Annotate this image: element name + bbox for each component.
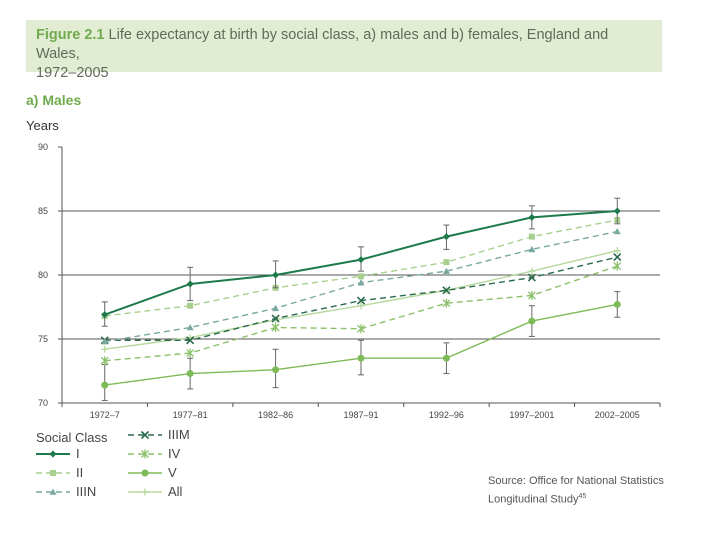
figure-title-line2: 1972–2005	[36, 65, 109, 81]
data-point-v	[442, 354, 450, 362]
legend-label-all: All	[168, 484, 183, 499]
data-point-iv	[527, 290, 536, 300]
data-point-iiim	[356, 296, 366, 305]
data-point-ii	[187, 302, 194, 309]
legend-title: Social Class	[36, 430, 108, 445]
data-point-v	[272, 366, 280, 374]
y-tick-label: 70	[38, 398, 48, 408]
data-point-i	[357, 256, 365, 264]
source-line1: Source: Office for National Statistics	[488, 475, 664, 487]
y-tick-label: 90	[38, 142, 48, 152]
legend-label-i: I	[76, 446, 80, 461]
x-tick-label: 1982–86	[258, 410, 293, 420]
legend-swatch-iiim	[128, 430, 162, 440]
data-point-iiin	[613, 227, 621, 235]
legend-label-iv: IV	[168, 446, 181, 461]
data-point-i	[528, 213, 536, 221]
data-point-ii	[528, 233, 535, 240]
data-point-all	[101, 345, 109, 353]
data-point-i	[186, 280, 194, 288]
data-point-iiim	[271, 314, 280, 323]
data-point-iiin	[272, 304, 280, 312]
series-v	[101, 291, 621, 401]
data-point-all	[528, 267, 536, 275]
legend-swatch-iiin	[36, 488, 70, 495]
series-iv	[100, 261, 622, 366]
data-point-iv	[613, 261, 622, 271]
legend-swatch-all	[128, 488, 162, 496]
data-point-iiin	[186, 323, 194, 331]
source-reference: 45	[578, 493, 587, 500]
y-tick-label: 75	[38, 334, 48, 344]
data-point-iiin	[357, 279, 365, 286]
legend-label-iiin: IIIN	[76, 484, 97, 499]
source-line2: Longitudinal Study	[488, 493, 579, 506]
panel-label: a) Males	[26, 92, 82, 108]
x-tick-label: 1987–91	[343, 410, 378, 420]
legend-swatch-iv	[128, 449, 162, 459]
data-point-iv	[357, 324, 365, 334]
data-point-v	[186, 370, 194, 378]
figure-title: Figure 2.1 Life expectancy at birth by s…	[36, 26, 636, 83]
x-tick-label: 1997–2001	[509, 410, 554, 420]
data-point-i	[442, 233, 450, 241]
data-point-iv	[186, 348, 195, 358]
y-axis-label: Years	[26, 118, 59, 133]
legend-swatch-ii	[36, 470, 70, 476]
x-tick-label: 1977–81	[173, 410, 208, 420]
data-point-iiim	[527, 273, 536, 282]
figure-number: Figure 2.1	[36, 27, 105, 43]
data-point-i	[613, 207, 621, 215]
legend-label-ii: II	[76, 465, 84, 480]
data-point-v	[357, 354, 365, 362]
figure-title-line1: Life expectancy at birth by social class…	[36, 27, 609, 62]
data-point-iiin	[101, 338, 109, 345]
data-point-iiim	[186, 336, 195, 345]
y-tick-label: 85	[38, 206, 48, 216]
x-tick-label: 1972–7	[90, 410, 120, 420]
data-point-ii	[443, 259, 450, 266]
source-note: Source: Office for National Statistics L…	[488, 474, 718, 508]
data-point-all	[613, 247, 621, 255]
data-point-iiim	[613, 253, 622, 262]
data-point-iiim	[442, 286, 451, 295]
data-point-v	[101, 381, 109, 389]
data-point-iv	[271, 322, 280, 332]
y-tick-label: 80	[38, 270, 48, 280]
data-point-v	[613, 300, 621, 308]
legend-label-iiim: IIIM	[168, 427, 190, 442]
data-point-iiin	[442, 267, 450, 274]
x-tick-label: 1992–96	[429, 410, 464, 420]
series-iiin	[101, 227, 621, 345]
x-tick-label: 2002–2005	[595, 410, 640, 420]
data-point-iiin	[528, 245, 536, 253]
legend-label-v: V	[168, 465, 177, 480]
data-point-i	[101, 311, 109, 319]
data-point-ii	[358, 273, 364, 280]
figure-title-band: Figure 2.1 Life expectancy at birth by s…	[26, 20, 662, 81]
legend-swatch-i	[36, 450, 70, 458]
data-point-iv	[442, 298, 451, 308]
data-point-all	[357, 302, 365, 310]
series-i	[101, 197, 621, 327]
data-point-v	[528, 317, 536, 325]
legend-swatch-v	[128, 469, 162, 477]
data-point-iv	[100, 356, 109, 366]
data-point-i	[272, 271, 280, 279]
